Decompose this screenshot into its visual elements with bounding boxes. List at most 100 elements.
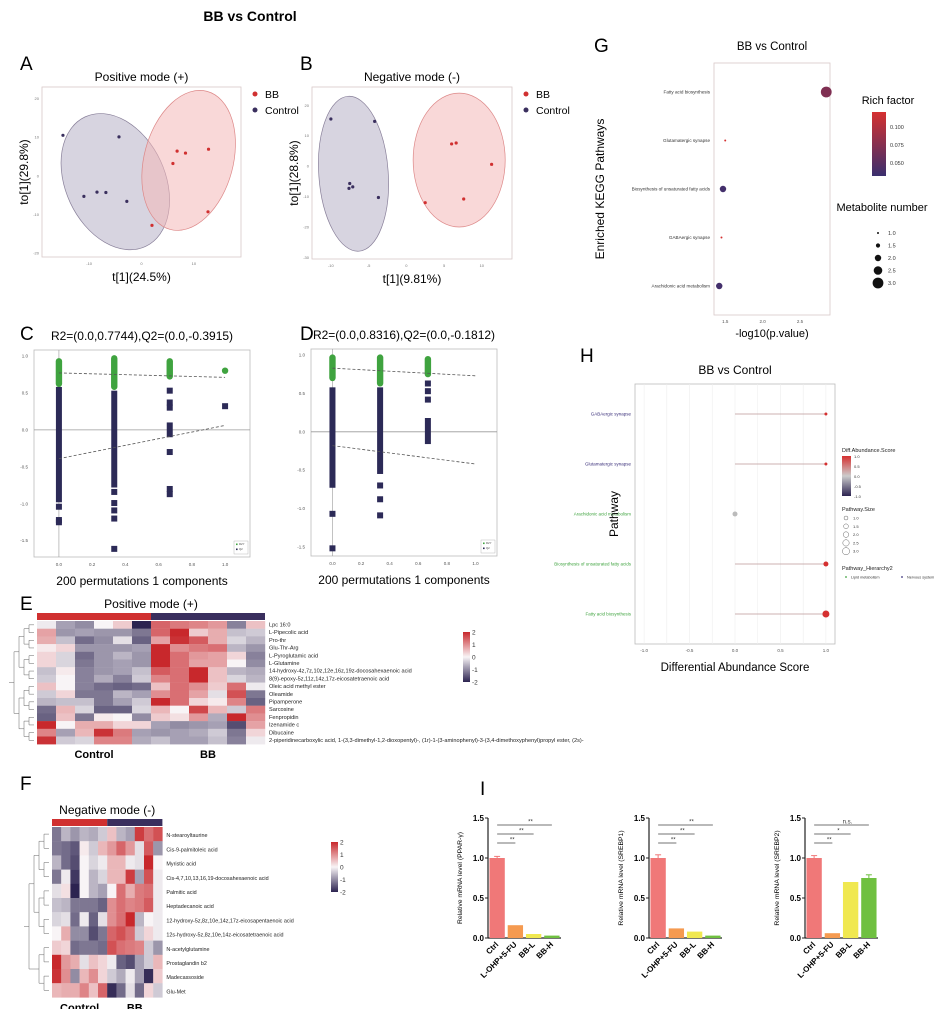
heatmap-cell [56,651,76,660]
heatmap-cell [116,969,126,984]
legend-marker-control [252,107,258,113]
heatmap-cell [70,869,80,884]
y-tick-label: -0.5 [297,468,305,473]
x-axis-label: -log10(p.value) [735,328,808,340]
heatmap-cell [113,674,133,683]
pathway-label: Biosynthesis of unsaturated fatty acids [554,562,632,567]
color-scale-tick: -1 [472,667,478,674]
row-label: 14-hydroxy-4z,7z,10z,12e,16z,19z-docosah… [269,669,412,675]
group-bar-bb [107,819,163,826]
y-tick-label: 1.0 [790,854,802,863]
heatmap-cell [75,728,95,737]
regression-line-q2 [332,445,476,465]
x-tick-label: 0.4 [122,562,129,567]
heatmap-cell [144,983,154,998]
heatmap-cell [116,869,126,884]
heatmap-cell [125,912,135,927]
bar-bb-l [525,934,542,938]
heatmap-cell [61,898,71,913]
x-axis-label: 200 permutations 1 components [56,574,227,588]
heatmap-cell [113,721,133,729]
heatmap-cell [208,667,228,676]
heatmap-cell [144,912,154,927]
panel-c-permutation-positive: R2=(0.0,0.7744),Q2=(0.0,-0.3915) 0.0 0.2 0.… [20,329,251,588]
y-tick-label: 0.5 [299,391,306,396]
legend-marker-bb [252,91,258,97]
color-scale-tick: 1.0 [854,454,860,459]
heatmap-cell [56,667,76,676]
y-tick-label: 10 [305,133,310,138]
x-tick-label: 5 [443,263,446,268]
legend-title-rich-factor: Rich factor [862,95,915,107]
bar-chart-i3: 0.00.51.01.5CtrlL-OHP+5-FUBB-LBB-Hn.s.**… [774,814,878,980]
heatmap-cell [151,667,171,676]
y-tick-label: 0.0 [634,934,646,943]
heatmap-cell [107,983,117,998]
heatmap-cell [189,621,209,629]
row-label: Prostaglandin b2 [166,961,206,967]
y-tick-label: 1.0 [634,854,646,863]
y-tick-label: 0.5 [790,894,802,903]
heatmap-cell [125,983,135,998]
heatmap-cell [116,926,126,941]
size-legend-label: 1.0 [888,231,896,237]
heatmap-cell [132,690,152,699]
q2-point [111,515,118,522]
heatmap-cell [37,736,57,745]
heatmap-cell [144,926,154,941]
row-label: N-acetylglutamine [166,947,209,953]
color-scale-tick: -2 [340,890,346,897]
heatmap-cell [88,954,99,970]
heatmap-cell [116,898,126,913]
x-tick-label: 10 [480,263,485,268]
heatmap-cell [94,713,114,722]
heatmap-cell [151,698,171,706]
panel-letter-i: I [480,779,485,800]
heatmap-cell [208,736,228,745]
heatmap-cell [227,736,247,745]
x-axis-label: Differential Abundance Score [661,662,810,674]
heatmap-cell [94,728,114,737]
heatmap-cell [79,969,89,984]
plot-frame [310,348,498,557]
heatmap-cell [88,827,99,842]
heatmap-cell [125,855,135,870]
heatmap-cell [134,940,145,955]
heatmap-cell [246,705,266,714]
heatmap-cell [75,721,95,729]
x-tick-label: 0.8 [444,561,451,566]
heatmap-cell [37,644,57,652]
row-label: Izenamide c [269,723,299,729]
heatmap-cell [94,667,114,676]
y-tick-label: 1.0 [299,353,306,358]
panel-letter-c: C [20,324,34,345]
heatmap-cell [37,651,57,660]
group-label-control: Control [74,749,113,761]
heatmap-cell [170,721,190,729]
y-tick-label: 0.0 [299,429,306,434]
heatmap-cell [134,983,145,998]
chart-title: BB vs Control [737,41,807,53]
legend-label-bb: BB [536,89,550,101]
heatmap-cell [132,628,152,637]
heatmap-cell [94,682,114,691]
size-legend-label: 1.0 [853,516,859,521]
heatmap-cell [189,728,209,737]
heatmap-cell [79,898,89,913]
heatmap-cell [125,883,135,899]
row-label: L-Pipecolic acid [269,630,308,636]
heatmap-cell [132,667,152,676]
y-axis-label: Pathway [607,491,621,537]
point-bb [454,141,458,145]
heatmap-cell [208,690,228,699]
x-tick-label: 0.0 [56,562,63,567]
heatmap-cell [37,636,57,645]
heatmap-cell [61,855,71,870]
y-axis-label: to[1](28.8%) [287,140,301,205]
q2-point-stack [55,386,62,503]
r2y-point-stack [424,355,432,378]
group-label-bb: BB [127,1002,143,1009]
size-legend-marker [842,531,850,538]
legend-marker-control [523,107,529,113]
heatmap-cell [246,682,266,691]
